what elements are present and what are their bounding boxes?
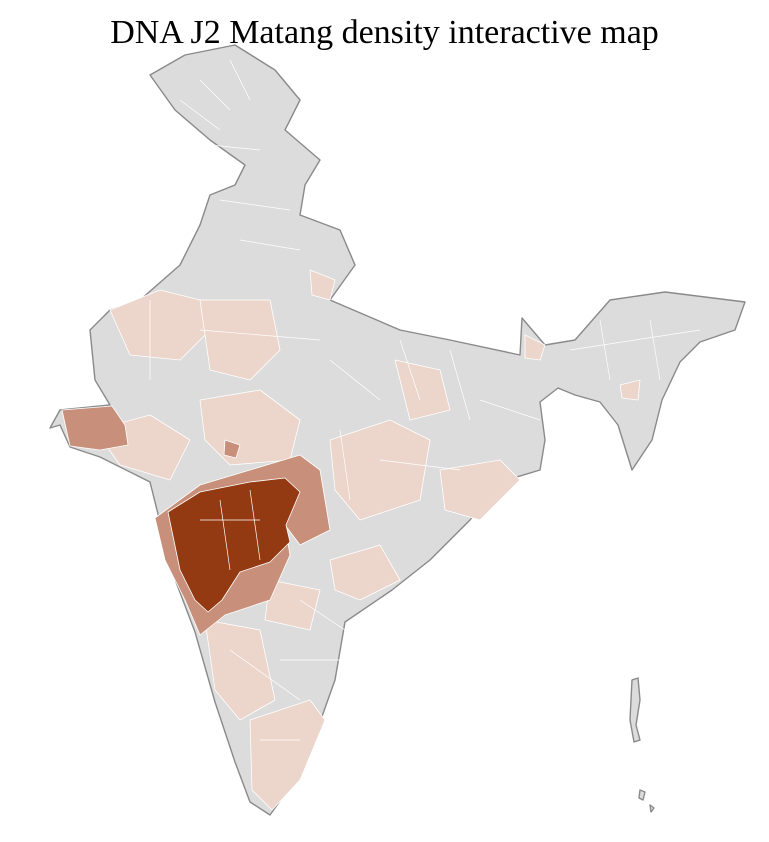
map-title: DNA J2 Matang density interactive map [110, 14, 659, 51]
nicobar-islands[interactable] [638, 789, 655, 813]
region-low[interactable] [204, 619, 276, 721]
region-medium[interactable] [223, 439, 241, 459]
region-low[interactable] [264, 579, 321, 631]
region-low[interactable] [524, 334, 546, 361]
region-low[interactable] [394, 359, 451, 421]
andaman-islands[interactable] [629, 677, 641, 743]
region-low[interactable] [439, 459, 521, 521]
region-kutch[interactable] [61, 405, 129, 451]
district-lines [149, 59, 701, 741]
region-low[interactable] [329, 419, 431, 521]
region-low[interactable] [199, 299, 281, 381]
low-density-regions [94, 269, 641, 811]
region-low[interactable] [329, 544, 401, 601]
region-low[interactable] [249, 699, 326, 811]
region-low[interactable] [309, 269, 336, 301]
high-density-regions [167, 477, 301, 613]
region-low[interactable] [619, 379, 641, 401]
region-maharashtra[interactable] [167, 477, 301, 613]
